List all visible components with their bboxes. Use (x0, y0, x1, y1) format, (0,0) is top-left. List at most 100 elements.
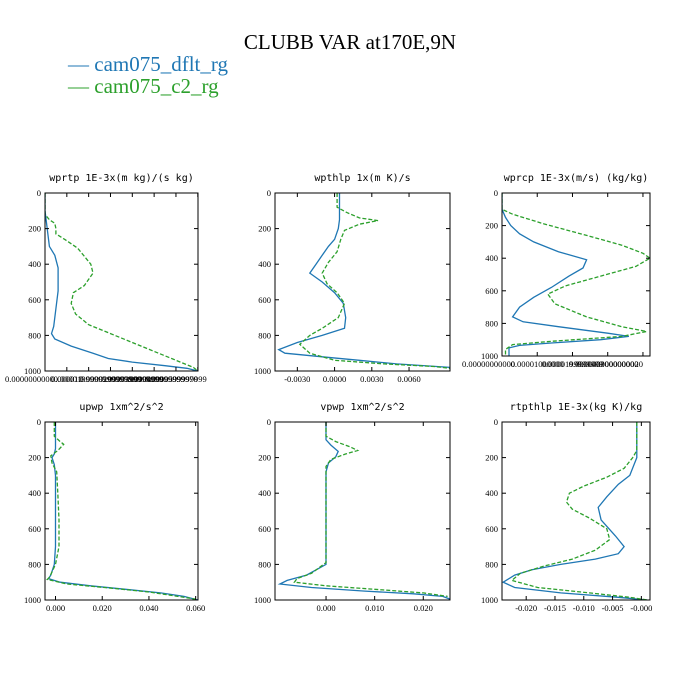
x-tick-label: -0.000 (630, 603, 652, 613)
plot-frame (44, 421, 199, 601)
x-tick-label: 0.0000499999999 (123, 374, 185, 384)
y-tick-label: 600 (28, 524, 41, 534)
y-tick-label: 0 (267, 188, 271, 198)
x-tick-label: 0.00001000000 (511, 359, 564, 369)
y-tick-label: 800 (258, 559, 271, 569)
y-tick-label: 0 (494, 417, 498, 427)
y-tick-label: 600 (258, 524, 271, 534)
plot-frame (274, 421, 451, 601)
y-tick-label: 0 (37, 188, 41, 198)
page-title: CLUBB VAR at170E,9N (243, 30, 457, 54)
series-line-dflt (277, 422, 450, 600)
y-tick-label: 400 (28, 488, 41, 498)
y-tick-label: 200 (28, 453, 41, 463)
x-tick-label: 0.000019999999999 (54, 374, 124, 384)
panel-4: upwp 1xm^2/s^2 0 200 400 600 800 1000 0.000 0.02… (24, 402, 205, 613)
y-tick-label: 600 (485, 286, 498, 296)
legend-item-dflt: — cam075_dflt_rg (68, 52, 228, 77)
x-tick-label: 0.0000199999999 (542, 359, 604, 369)
x-tick-label: -0.0030 (284, 374, 310, 384)
series-line-c2 (45, 193, 198, 371)
y-tick-label: 200 (258, 224, 271, 234)
x-tick-label: 0.000069999999970 (128, 374, 198, 384)
x-tick-label: 0.020 (414, 603, 433, 613)
y-tick-label: 0 (267, 417, 271, 427)
y-tick-label: 400 (485, 253, 498, 263)
series-line-c2 (298, 193, 450, 369)
panel-3: wprcp 1E-3x(m/s) (kg/kg) 0 200 400 600 800 100… (462, 173, 651, 369)
legend-label-c2: cam075_c2_rg (94, 74, 219, 98)
y-tick-label: 800 (485, 559, 498, 569)
y-tick-label: 1000 (481, 351, 498, 361)
y-tick-label: 400 (28, 259, 41, 269)
series-line-c2 (46, 422, 196, 600)
x-tick-label: 0.060 (186, 603, 205, 613)
legend-item-c2: — cam075_c2_rg (68, 74, 219, 99)
legend-swatch-c2: — (68, 74, 89, 98)
y-tick-label: 800 (258, 330, 271, 340)
x-tick-label: 0.040 (139, 603, 158, 613)
y-tick-label: 200 (258, 453, 271, 463)
x-tick-label: 0.010 (365, 603, 384, 613)
x-tick-label: -0.010 (573, 603, 595, 613)
x-tick-label: 0.0060 (397, 374, 420, 384)
series-line-dflt (45, 193, 198, 371)
y-tick-label: 0 (37, 417, 41, 427)
plot-frame (274, 192, 451, 372)
x-tick-label: 0.0000000000 (5, 374, 54, 384)
series-line-c2 (510, 422, 648, 600)
series-line-c2 (502, 193, 650, 356)
series-line-c2 (293, 422, 448, 598)
panel-2: wpthlp 1x(m K)/s 0 200 400 600 800 1000 -0.0030… (254, 173, 451, 384)
x-tick-label: 0.0000 (323, 374, 346, 384)
y-tick-label: 1000 (254, 366, 271, 376)
y-tick-label: 600 (485, 524, 498, 534)
x-tick-label: 0.0000399999999 (101, 374, 163, 384)
x-tick-label: 0.0000299999999 (80, 374, 142, 384)
y-tick-label: 0 (494, 188, 498, 198)
y-tick-label: 200 (28, 224, 41, 234)
y-tick-label: 200 (485, 453, 498, 463)
y-tick-label: 1000 (254, 595, 271, 605)
y-tick-label: 400 (485, 488, 498, 498)
panel-title: upwp 1xm^2/s^2 (79, 402, 163, 413)
y-tick-label: 600 (28, 295, 41, 305)
x-tick-label: 0.0030 (360, 374, 383, 384)
x-tick-label: 0.020 (93, 603, 112, 613)
plot-frame (501, 421, 651, 601)
series-line-dflt (47, 422, 198, 600)
y-tick-label: 1000 (24, 366, 41, 376)
x-tick-label: -0.005 (602, 603, 624, 613)
y-tick-label: 400 (258, 488, 271, 498)
legend-label-dflt: cam075_dflt_rg (94, 52, 229, 76)
x-tick-label: 0.00000000000 (462, 359, 515, 369)
y-tick-label: 200 (485, 221, 498, 231)
series-line-dflt (277, 193, 450, 369)
y-tick-label: 400 (258, 259, 271, 269)
panel-title: vpwp 1xm^2/s^2 (320, 402, 404, 413)
panel-title: wpthlp 1x(m K)/s (314, 173, 410, 184)
y-tick-label: 800 (485, 318, 498, 328)
x-tick-label: 0.000 (316, 603, 335, 613)
x-tick-label: 0.000010 (51, 374, 83, 384)
plot-frame (501, 192, 651, 357)
x-tick-label: -0.015 (544, 603, 566, 613)
panel-1: wprtp 1E-3x(m kg)/(s kg) 0 200 400 600 800 100… (5, 173, 207, 384)
panel-5: vpwp 1xm^2/s^2 0 200 400 600 800 1000 0.000 0.01… (254, 402, 451, 613)
x-tick-label: 0.0000300000000 (577, 359, 639, 369)
panel-6: rtpthlp 1E-3x(kg K)/kg 0 200 400 600 800 1000 -… (481, 402, 652, 613)
y-tick-label: 1000 (24, 595, 41, 605)
plot-frame (44, 192, 199, 372)
x-tick-label: 0.0000400000000020 (569, 359, 643, 369)
legend-swatch-dflt: — (68, 52, 89, 76)
x-tick-label: 0.0000599999999 (145, 374, 207, 384)
panel-title: rtpthlp 1E-3x(kg K)/kg (510, 402, 642, 413)
x-tick-label: 0.000 (46, 603, 65, 613)
panel-title: wprcp 1E-3x(m/s) (kg/kg) (504, 173, 649, 184)
y-tick-label: 800 (28, 330, 41, 340)
x-tick-label: -0.020 (515, 603, 537, 613)
y-tick-label: 1000 (481, 595, 498, 605)
series-line-dflt (502, 422, 648, 600)
y-tick-label: 600 (258, 295, 271, 305)
